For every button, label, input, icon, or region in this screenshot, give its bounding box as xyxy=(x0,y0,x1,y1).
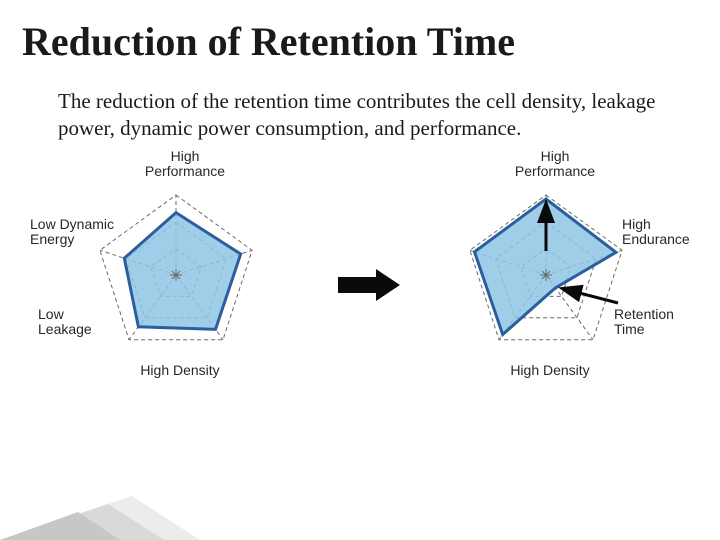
diagram-area: HighPerformance Low DynamicEnergy LowLea… xyxy=(36,155,684,425)
footer-decoration xyxy=(0,484,220,540)
label-left-ul: Low DynamicEnergy xyxy=(30,217,122,248)
radar-left: HighPerformance Low DynamicEnergy LowLea… xyxy=(36,155,316,405)
label-right-top: HighPerformance xyxy=(510,149,600,180)
radar-right: HighPerformance HighEndurance RetentionT… xyxy=(406,155,686,405)
label-right-bottom: High Density xyxy=(500,363,600,378)
label-right-ur: HighEndurance xyxy=(622,217,700,248)
transition-arrow-icon xyxy=(338,269,400,306)
label-left-bottom: High Density xyxy=(130,363,230,378)
label-right-lr: RetentionTime xyxy=(614,307,686,338)
slide-title: Reduction of Retention Time xyxy=(22,18,515,65)
slide-body-text: The reduction of the retention time cont… xyxy=(58,88,658,142)
left-arrow-icon xyxy=(564,289,618,303)
label-left-top: HighPerformance xyxy=(140,149,230,180)
label-left-ll: LowLeakage xyxy=(38,307,108,338)
